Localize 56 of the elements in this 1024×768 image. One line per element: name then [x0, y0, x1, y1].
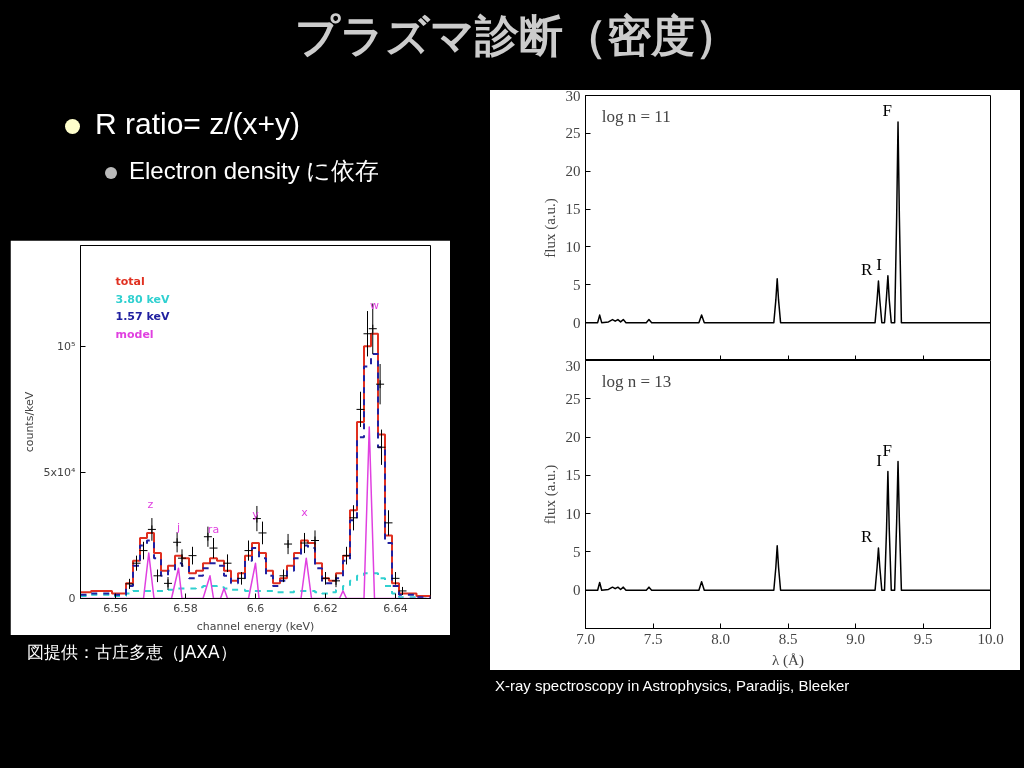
text: 1.57 keV [115, 310, 170, 324]
x-tick-label: 8.5 [778, 630, 798, 647]
text: X-ray spectroscopy in Astrophysics, Paradijs, Bleeker [495, 676, 850, 696]
text: 図提供：古庄多恵（JAXA） [27, 641, 237, 664]
y-tick-label: 10 [565, 238, 581, 255]
x-tick-label: 6.62 [313, 601, 338, 615]
text: model [115, 327, 154, 341]
y-tick-label: 30 [565, 87, 581, 104]
text: 3.80 keV [115, 292, 170, 306]
annotation: z [147, 497, 154, 511]
text: log n = 13 [601, 372, 672, 392]
text: Electron density に依存 [128, 155, 380, 186]
x-tick-label: 6.58 [173, 601, 198, 615]
annotation: I [876, 450, 883, 470]
x-tick-label: 7.5 [643, 630, 663, 647]
text: log n = 11 [601, 107, 671, 127]
x-axis-title: channel energy (keV) [196, 619, 315, 633]
annotation: w [370, 298, 379, 312]
x-tick-label: 6.56 [103, 601, 128, 615]
y-tick-label: 0 [573, 582, 581, 599]
y-tick-label: 30 [565, 357, 581, 374]
y-tick-label: 0 [68, 592, 76, 605]
x-tick-label: 9.5 [913, 630, 933, 647]
annotation: x [301, 505, 309, 519]
y-tick-label: 10 [565, 505, 581, 522]
y-tick-label: 25 [565, 390, 581, 407]
x-tick-label: 6.64 [383, 601, 408, 615]
y-axis-title: flux (a.u.) [541, 198, 559, 258]
annotation: R [861, 260, 874, 279]
annotation: F [882, 440, 893, 460]
y-tick-label: 15 [565, 201, 581, 218]
y-tick-label: 20 [565, 163, 581, 180]
y-tick-label: 25 [565, 125, 581, 142]
y-tick-label: 20 [565, 429, 581, 446]
x-tick-label: 8.0 [711, 630, 730, 647]
x-axis-title: λ (Å) [772, 651, 804, 669]
x-tick-label: 7.0 [576, 630, 595, 647]
y-tick-label: 15 [565, 467, 581, 484]
x-tick-label: 9.0 [846, 630, 865, 647]
annotation: ra [207, 523, 220, 537]
text: total [115, 274, 145, 288]
annotation: F [882, 101, 893, 120]
annotation: I [876, 254, 883, 274]
y-axis-title: flux (a.u.) [541, 464, 559, 525]
y-axis-title: counts/keV [22, 391, 36, 453]
y-tick-label: 5x10⁴ [43, 465, 77, 479]
y-tick-label: 0 [573, 314, 581, 331]
annotation: j [175, 520, 181, 534]
y-tick-label: 5 [573, 543, 581, 560]
y-tick-label: 5 [573, 276, 581, 293]
text: R ratio= z/(x+y) [94, 106, 302, 142]
y-tick-label: 10⁵ [57, 339, 76, 353]
chart-title: プラズマ診断（密度） [294, 9, 740, 63]
annotation: R [861, 527, 874, 547]
x-tick-label: 10.0 [977, 630, 1004, 647]
x-tick-label: 6.6 [246, 601, 265, 615]
